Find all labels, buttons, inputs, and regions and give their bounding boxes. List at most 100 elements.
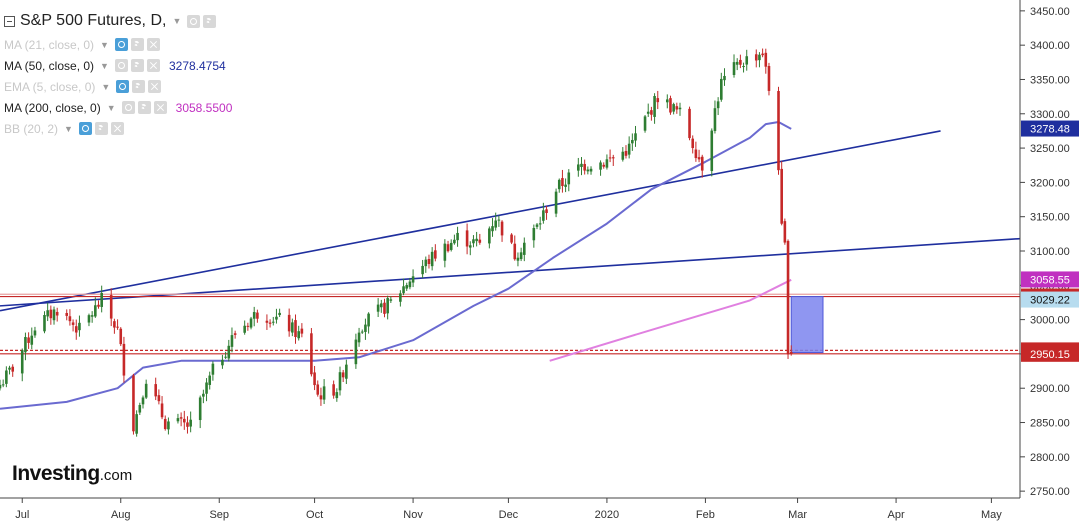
gear-icon[interactable] xyxy=(132,80,146,93)
candle-body xyxy=(65,313,69,316)
candle-body xyxy=(256,312,259,319)
gear-icon[interactable] xyxy=(94,122,108,135)
candle-body xyxy=(322,386,326,400)
trendline[interactable] xyxy=(0,237,1021,307)
candle-body xyxy=(697,157,701,160)
candle-body xyxy=(275,316,278,320)
trendline-layer xyxy=(0,130,1021,312)
candle-body xyxy=(434,250,437,259)
candle-body xyxy=(186,422,189,427)
legend-item-label: BB (20, 2) xyxy=(4,121,59,136)
candle-body xyxy=(780,168,783,224)
candle-body xyxy=(557,179,561,190)
candle-body xyxy=(589,168,593,172)
eye-icon[interactable] xyxy=(78,122,92,135)
trendline[interactable] xyxy=(0,130,941,312)
candle-body xyxy=(94,305,97,317)
candle-body xyxy=(87,315,91,323)
candle-body xyxy=(427,258,431,265)
candle-body xyxy=(271,321,275,323)
candle-body xyxy=(313,372,316,386)
candle-body xyxy=(694,149,698,159)
candle-body xyxy=(446,244,450,252)
candle-body xyxy=(465,230,469,247)
legend-item-ma21[interactable]: MA (21, close, 0) ▼ xyxy=(4,34,232,55)
candle-body xyxy=(227,345,231,359)
legend-item-ma50[interactable]: MA (50, close, 0) ▼ 3278.4754 xyxy=(4,55,232,76)
chevron-down-icon[interactable]: ▼ xyxy=(100,60,109,71)
projection-box[interactable] xyxy=(790,296,824,354)
gear-icon[interactable] xyxy=(130,38,144,51)
candle-body xyxy=(246,325,250,327)
y-tick-label: 2750.00 xyxy=(1030,486,1070,498)
chart-title: S&P 500 Futures, D, xyxy=(20,12,167,29)
candle-body xyxy=(113,321,116,328)
candle-body xyxy=(735,61,739,65)
y-tick-label: 2800.00 xyxy=(1030,452,1070,464)
price-tag-background xyxy=(1021,291,1079,308)
candle-body xyxy=(268,322,272,324)
candle-body xyxy=(443,243,447,261)
candle-body xyxy=(221,359,224,366)
price-tag-background xyxy=(1021,345,1079,362)
legend-item-bb[interactable]: BB (20, 2) ▼ xyxy=(4,118,232,139)
legend-item-ma200[interactable]: MA (200, close, 0) ▼ 3058.5500 xyxy=(4,97,232,118)
y-tick-label: 2850.00 xyxy=(1030,418,1070,430)
candle-body xyxy=(767,66,771,91)
chevron-down-icon[interactable]: ▼ xyxy=(106,102,116,113)
candle-body xyxy=(758,54,761,61)
close-icon[interactable] xyxy=(146,59,160,72)
candle-body xyxy=(478,239,482,243)
candle-body xyxy=(46,310,49,317)
candle-body xyxy=(198,397,202,421)
price-tag-label: 3058.55 xyxy=(1030,274,1070,286)
chevron-down-icon[interactable]: ▼ xyxy=(172,16,182,26)
eye-icon[interactable] xyxy=(187,14,201,28)
candle-body xyxy=(265,320,269,323)
collapse-icon[interactable] xyxy=(4,15,15,27)
candle-body xyxy=(122,343,126,376)
candle-body xyxy=(421,265,424,275)
eye-icon[interactable] xyxy=(114,59,128,72)
price-tag: 2950.15 xyxy=(1021,345,1079,362)
price-tag: 3029.22 xyxy=(1021,291,1079,308)
close-icon[interactable] xyxy=(110,122,124,135)
close-icon[interactable] xyxy=(153,101,167,114)
candle-body xyxy=(643,116,647,131)
candle-body xyxy=(542,210,545,221)
candle-body xyxy=(624,150,628,156)
candle-body xyxy=(249,318,253,328)
x-axis[interactable]: Jul Aug Sep Oct Nov Dec 2020 Feb Mar Apr May xyxy=(0,497,1020,521)
candle-body xyxy=(532,227,536,241)
y-tick-label: 3100.00 xyxy=(1030,246,1070,258)
candle-body xyxy=(519,252,523,260)
eye-icon[interactable] xyxy=(121,101,135,114)
candle-body xyxy=(11,366,15,372)
x-tick-label: May xyxy=(981,509,1002,521)
eye-icon[interactable] xyxy=(116,80,130,93)
gear-icon[interactable] xyxy=(137,101,151,114)
candle-body xyxy=(90,315,94,317)
chevron-down-icon[interactable]: ▼ xyxy=(64,123,73,134)
candle-body xyxy=(27,337,30,343)
eye-icon[interactable] xyxy=(114,38,128,51)
candle-body xyxy=(316,384,320,395)
chart-legend: S&P 500 Futures, D, ▼ MA (21, close, 0) … xyxy=(4,8,232,139)
candle-body xyxy=(157,395,161,402)
y-axis[interactable]: 2750.002800.002850.002900.002950.003000.… xyxy=(1019,0,1070,498)
candle-body xyxy=(71,322,75,325)
candle-body xyxy=(653,96,656,117)
x-tick-label: Apr xyxy=(888,509,905,521)
candle-body xyxy=(399,293,402,302)
gear-icon[interactable] xyxy=(203,14,217,28)
chevron-down-icon[interactable]: ▼ xyxy=(101,81,111,92)
candle-body xyxy=(713,108,717,131)
chevron-down-icon[interactable]: ▼ xyxy=(100,39,109,50)
close-icon[interactable] xyxy=(146,38,160,51)
legend-item-ema5[interactable]: EMA (5, close, 0) ▼ xyxy=(4,76,232,97)
candle-body xyxy=(516,257,520,261)
close-icon[interactable] xyxy=(148,80,162,93)
gear-icon[interactable] xyxy=(130,59,144,72)
candle-body xyxy=(182,418,186,423)
